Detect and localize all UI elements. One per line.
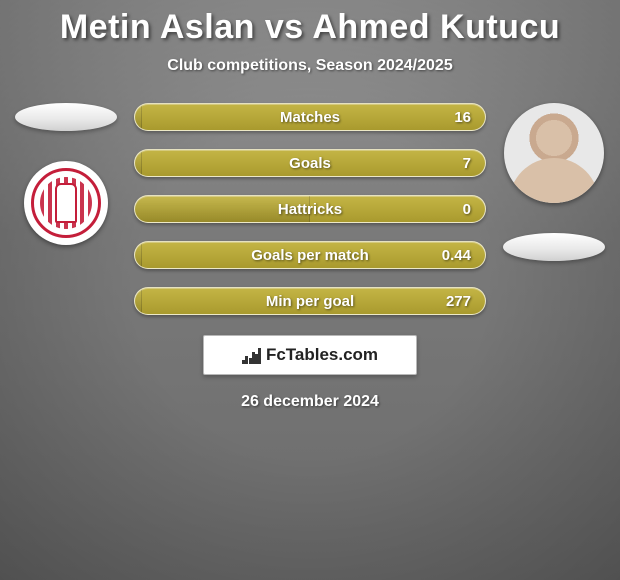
comparison-card: Metin Aslan vs Ahmed Kutucu Club competi… <box>0 0 620 580</box>
stat-bar: Matches16 <box>134 103 486 131</box>
stat-bar: Min per goal277 <box>134 287 486 315</box>
stat-right-value: 0.44 <box>442 247 471 264</box>
content-row: Matches16 Goals7 Hattricks0 Goals per match… <box>0 103 620 315</box>
date-label: 26 december 2024 <box>0 393 620 411</box>
left-side <box>6 103 126 245</box>
stat-bars: Matches16 Goals7 Hattricks0 Goals per match… <box>134 103 486 315</box>
player-right-oval <box>503 233 605 261</box>
player-right-photo <box>504 103 604 203</box>
club-badge-left <box>24 161 108 245</box>
stat-label: Matches <box>135 109 485 126</box>
stat-bar: Goals per match0.44 <box>134 241 486 269</box>
subtitle: Club competitions, Season 2024/2025 <box>0 57 620 75</box>
stat-bar: Hattricks0 <box>134 195 486 223</box>
stat-label: Goals per match <box>135 247 485 264</box>
stat-right-value: 16 <box>454 109 471 126</box>
stat-right-value: 0 <box>463 201 471 218</box>
stat-label: Hattricks <box>135 201 485 218</box>
page-title: Metin Aslan vs Ahmed Kutucu <box>0 8 620 47</box>
bar-chart-icon <box>242 346 262 364</box>
brand-text: FcTables.com <box>266 345 378 365</box>
player-left-oval <box>15 103 117 131</box>
stat-label: Goals <box>135 155 485 172</box>
stat-bar: Goals7 <box>134 149 486 177</box>
right-side <box>494 103 614 261</box>
stat-right-value: 7 <box>463 155 471 172</box>
brand-badge[interactable]: FcTables.com <box>203 335 417 375</box>
stat-right-value: 277 <box>446 293 471 310</box>
stat-label: Min per goal <box>135 293 485 310</box>
